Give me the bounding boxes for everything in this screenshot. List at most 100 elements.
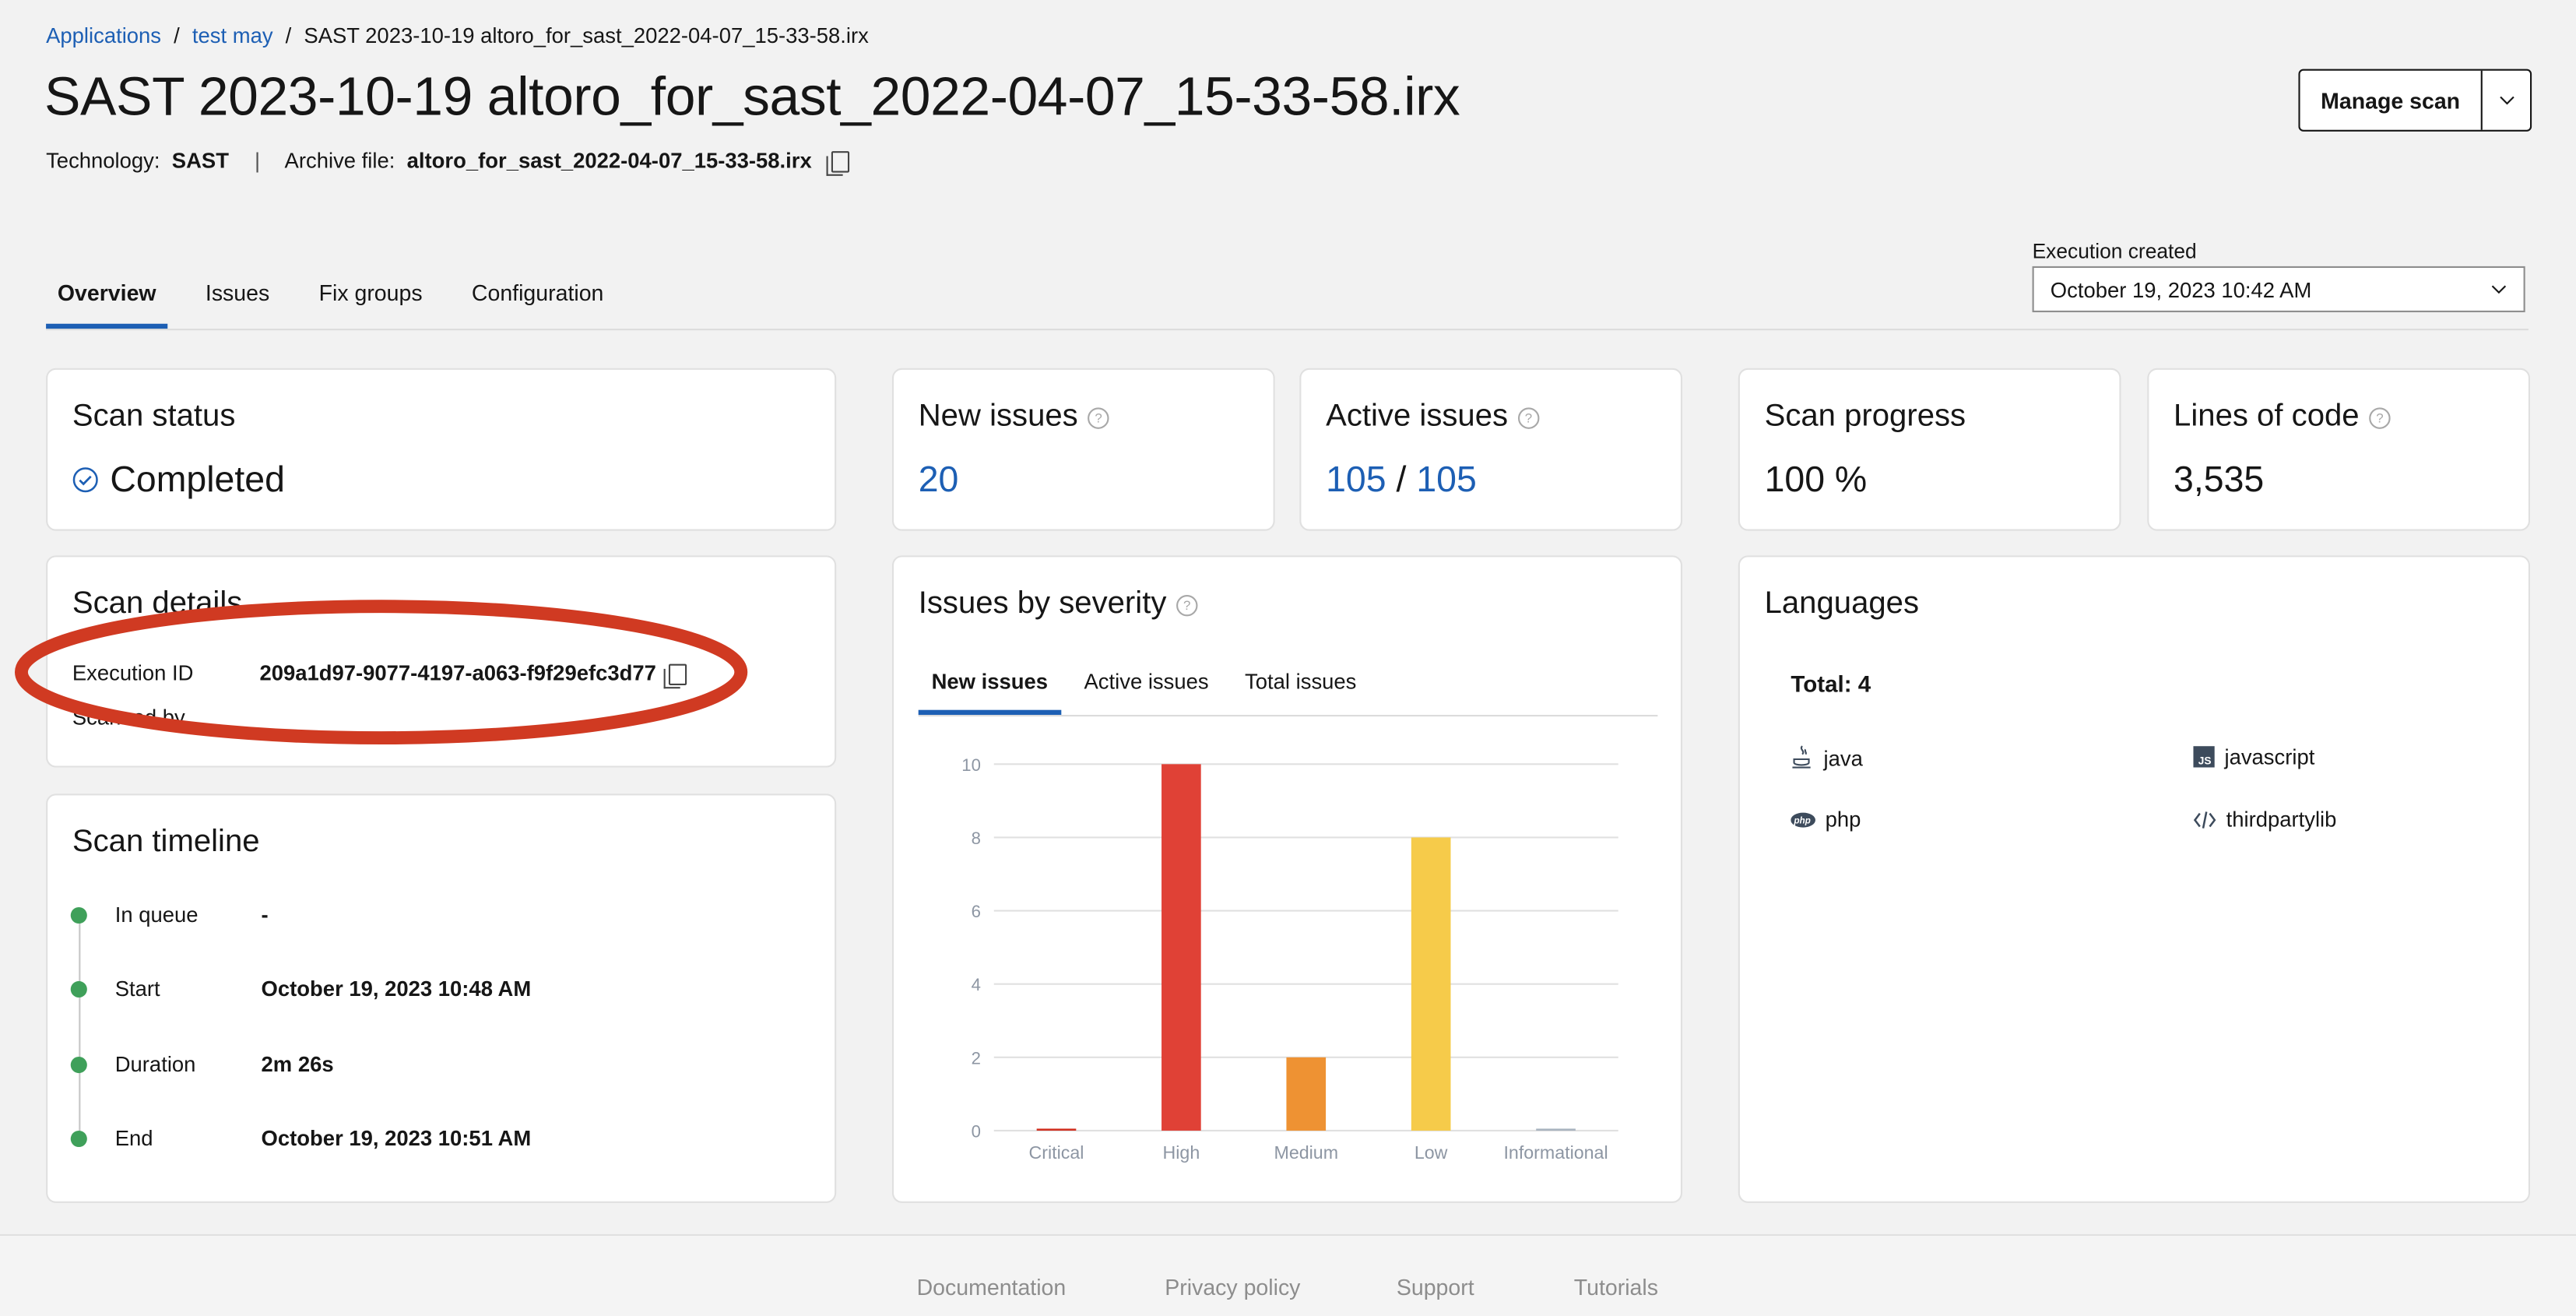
javascript-icon: JS xyxy=(2193,746,2215,768)
footer-link-tutorials[interactable]: Tutorials xyxy=(1573,1275,1658,1300)
bar-critical[interactable] xyxy=(1036,1128,1077,1131)
svg-text:JS: JS xyxy=(2198,755,2212,766)
y-tick-label: 6 xyxy=(972,902,981,921)
execution-select-value: October 19, 2023 10:42 AM xyxy=(2050,276,2312,302)
check-circle-icon xyxy=(72,467,98,493)
breadcrumb-separator: / xyxy=(174,23,180,48)
chevron-down-icon xyxy=(2491,285,2507,294)
timeline-dot xyxy=(70,1056,87,1074)
tab-active-issues[interactable]: Active issues xyxy=(1084,668,1209,694)
x-tick-label: Medium xyxy=(1274,1142,1339,1163)
help-icon[interactable]: ? xyxy=(1517,406,1540,428)
bar-medium[interactable] xyxy=(1286,1057,1327,1131)
timeline-value: - xyxy=(261,902,269,927)
timeline-label: In queue xyxy=(114,902,199,927)
language-javascript: JS javascript xyxy=(2193,744,2314,769)
svg-text:php: php xyxy=(1794,815,1811,825)
tab-overview[interactable]: Overview xyxy=(46,268,168,329)
severity-tabs: New issues Active issues Total issues xyxy=(918,653,1658,717)
scan-progress-card: Scan progress 100 % xyxy=(1738,368,2121,531)
timeline-line xyxy=(79,915,81,1139)
language-thirdpartylib: thirdpartylib xyxy=(2193,807,2336,832)
language-php: php php xyxy=(1791,807,1861,832)
scan-timeline-card: Scan timeline xyxy=(46,793,837,1203)
scan-progress-value: 100 % xyxy=(1764,458,1868,500)
java-icon xyxy=(1792,745,1811,769)
page-title: SAST 2023-10-19 altoro_for_sast_2022-04-… xyxy=(44,65,1460,127)
x-tick-label: High xyxy=(1163,1142,1200,1163)
footer-link-support[interactable]: Support xyxy=(1396,1275,1474,1300)
y-tick-label: 8 xyxy=(972,829,981,848)
y-tick-label: 0 xyxy=(972,1121,981,1141)
help-icon[interactable]: ? xyxy=(2369,406,2391,428)
technology-label: Technology: xyxy=(46,147,160,173)
execution-id-label: Execution ID xyxy=(72,660,194,686)
card-title: Issues by severity? xyxy=(919,586,1198,622)
chevron-down-icon[interactable] xyxy=(2483,71,2530,130)
card-title: Active issues? xyxy=(1326,399,1540,435)
breadcrumb-separator: / xyxy=(285,23,292,48)
bar-informational[interactable] xyxy=(1536,1128,1576,1131)
breadcrumb-current: SAST 2023-10-19 altoro_for_sast_2022-04-… xyxy=(304,23,869,48)
status-text: Completed xyxy=(110,458,285,500)
tab-total-issues[interactable]: Total issues xyxy=(1245,668,1357,694)
help-icon[interactable]: ? xyxy=(1088,406,1109,428)
languages-total: Total: 4 xyxy=(1791,670,1871,697)
tab-new-issues[interactable]: New issues xyxy=(918,653,1061,716)
execution-select[interactable]: October 19, 2023 10:42 AM xyxy=(2032,266,2525,312)
manage-scan-button[interactable]: Manage scan xyxy=(2298,69,2532,132)
y-tick-label: 2 xyxy=(972,1048,981,1068)
timeline-dot xyxy=(70,1130,87,1148)
card-title: Lines of code? xyxy=(2174,399,2391,435)
code-icon xyxy=(2193,811,2216,828)
manage-scan-label[interactable]: Manage scan xyxy=(2300,70,2483,130)
breadcrumb: Applications / test may / SAST 2023-10-1… xyxy=(46,23,875,48)
timeline-value: October 19, 2023 10:51 AM xyxy=(261,1125,532,1151)
lines-of-code-card: Lines of code? 3,535 xyxy=(2147,368,2531,531)
technology-value: SAST xyxy=(171,147,229,173)
breadcrumb-test-may[interactable]: test may xyxy=(192,23,273,48)
card-title: Scan status xyxy=(72,399,236,435)
tab-issues[interactable]: Issues xyxy=(205,280,270,306)
php-icon: php xyxy=(1791,811,1815,827)
x-tick-label: Informational xyxy=(1503,1142,1608,1163)
footer-link-privacy-policy[interactable]: Privacy policy xyxy=(1165,1275,1301,1300)
active-issues-value: 105 / 105 xyxy=(1326,458,1477,500)
archive-label: Archive file: xyxy=(284,147,395,173)
timeline-value: 2m 26s xyxy=(261,1051,334,1077)
new-issues-card: New issues? 20 xyxy=(891,368,1275,531)
x-tick-label: Low xyxy=(1415,1142,1448,1163)
annotation-ellipse xyxy=(14,600,748,745)
y-tick-label: 10 xyxy=(961,755,981,775)
timeline-label: End xyxy=(114,1125,153,1151)
new-issues-value[interactable]: 20 xyxy=(918,458,959,500)
copy-icon[interactable] xyxy=(664,663,688,689)
tab-bar: Overview Issues Fix groups Configuration xyxy=(46,268,2529,331)
timeline-dot xyxy=(70,906,87,924)
scan-status-value: Completed xyxy=(72,459,285,501)
breadcrumb-applications[interactable]: Applications xyxy=(46,23,162,48)
bar-low[interactable] xyxy=(1411,837,1451,1131)
lines-of-code-value: 3,535 xyxy=(2174,458,2265,500)
copy-icon[interactable] xyxy=(825,151,849,176)
severity-bar-chart: 0 2 4 6 8 10 Critical High Medium Low Informationa… xyxy=(961,755,1618,1163)
bar-high[interactable] xyxy=(1161,764,1201,1131)
help-icon[interactable]: ? xyxy=(1176,593,1198,616)
archive-value: altoro_for_sast_2022-04-07_15-33-58.irx xyxy=(406,147,812,173)
tab-configuration[interactable]: Configuration xyxy=(471,280,604,306)
y-tick-label: 4 xyxy=(972,975,981,994)
execution-id-value: 209a1d97-9077-4197-a063-f9f29efc3d77 xyxy=(259,660,688,689)
timeline-dot xyxy=(70,980,87,998)
card-title: Scan timeline xyxy=(72,825,260,860)
card-title: Languages xyxy=(1764,586,1920,621)
x-tick-label: Critical xyxy=(1029,1142,1084,1163)
timeline-value: October 19, 2023 10:48 AM xyxy=(261,976,532,1001)
card-title: New issues? xyxy=(919,399,1109,435)
active-issues-card: Active issues? 105 / 105 xyxy=(1299,368,1683,531)
timeline-label: Duration xyxy=(114,1051,196,1077)
scan-meta: Technology: SAST | Archive file: altoro_… xyxy=(46,147,849,176)
footer-link-documentation[interactable]: Documentation xyxy=(916,1275,1067,1300)
tab-fix-groups[interactable]: Fix groups xyxy=(318,280,423,306)
timeline-label: Start xyxy=(114,976,160,1001)
